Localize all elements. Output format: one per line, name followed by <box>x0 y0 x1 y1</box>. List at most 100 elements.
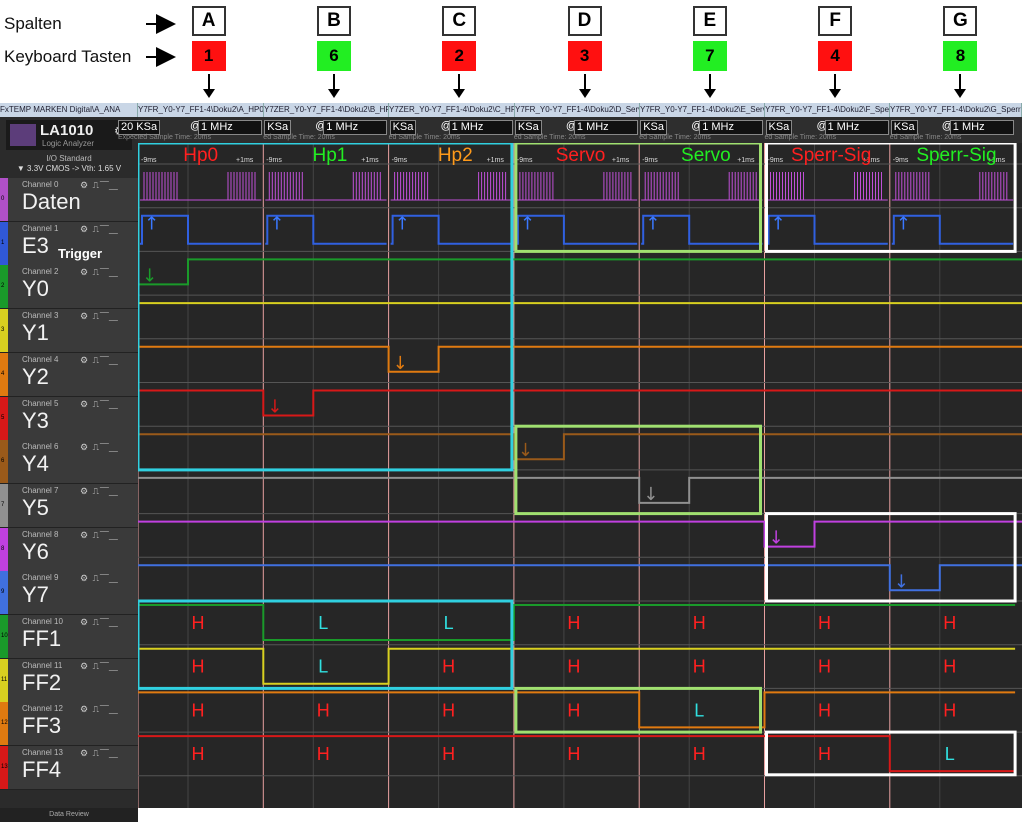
gear-icon[interactable]: ⚙ <box>80 617 90 627</box>
channel-name: Y4 <box>22 451 49 477</box>
channel-color-stripe <box>0 265 8 309</box>
channel-row-ff2[interactable]: 11 Channel 11 FF2 ⚙ ⎍⎺⎽ <box>0 658 138 703</box>
gear-icon[interactable]: ⚙ <box>80 485 90 496</box>
channel-controls[interactable]: ⚙ ⎍⎺⎽ <box>80 486 118 497</box>
channel-row-y5[interactable]: 7 Channel 7 Y5 ⚙ ⎍⎺⎽ <box>0 483 138 528</box>
edge-trigger-icon[interactable]: ⎍⎺⎽ <box>92 223 118 234</box>
at-label: @ <box>941 120 953 132</box>
channel-number: 0 <box>1 196 5 202</box>
channel-row-y3[interactable]: 5 Channel 5 Y3 ⚙ ⎍⎺⎽ <box>0 396 138 441</box>
edge-trigger-icon[interactable]: ⎍⎺⎽ <box>92 573 118 584</box>
edge-trigger-icon[interactable]: ⎍⎺⎽ <box>92 704 118 715</box>
channel-color-stripe <box>0 178 8 221</box>
channel-row-y7[interactable]: 9 Channel 9 Y7 ⚙ ⎍⎺⎽ <box>0 571 138 616</box>
data-review-tab[interactable]: Data Review <box>0 808 138 822</box>
channel-row-y2[interactable]: 4 Channel 4 Y2 ⚙ ⎍⎺⎽ <box>0 352 138 397</box>
gear-icon[interactable]: ⚙ <box>80 180 90 190</box>
io-standard-select[interactable]: ▼ 3.3V CMOS -> Vth: 1.65 V <box>16 164 122 173</box>
sample-rate-select[interactable]: KSa <box>389 120 417 135</box>
frequency-select[interactable]: 1 MHz <box>949 120 1014 135</box>
channel-controls[interactable]: ⚙ ⎍⎺⎽ <box>80 355 118 366</box>
column-letter-e: E <box>692 6 727 36</box>
gear-icon[interactable]: ⚙ <box>80 223 90 234</box>
edge-trigger-icon[interactable]: ⎍⎺⎽ <box>92 398 118 409</box>
gear-icon[interactable]: ⚙ <box>80 529 90 540</box>
channel-controls[interactable]: ⚙ ⎍⎺⎽ <box>80 573 118 584</box>
frequency-select[interactable]: 1 MHz <box>448 120 513 135</box>
edge-trigger-icon[interactable]: ⎍⎺⎽ <box>92 311 118 322</box>
at-label: @ <box>190 120 202 132</box>
gear-icon[interactable]: ⚙ <box>80 311 90 322</box>
channel-controls[interactable]: ⚙ ⎍⎺⎽ <box>80 267 118 278</box>
channel-row-y0[interactable]: 2 Channel 2 Y0 ⚙ ⎍⎺⎽ <box>0 265 138 310</box>
channel-label: Channel 9 <box>22 573 59 583</box>
waveform-canvas[interactable]: -9ms +1ms Hp0 -9ms +1ms Hp1 -9ms +1ms Hp2 -9ms +1m… <box>136 141 1022 808</box>
channel-row-ff4[interactable]: 13 Channel 13 FF4 ⚙ ⎍⎺⎽ <box>0 746 138 791</box>
channel-name: FF3 <box>22 713 62 739</box>
frequency-select[interactable]: 1 MHz <box>198 120 262 135</box>
edge-trigger-icon[interactable]: ⎍⎺⎽ <box>92 617 118 627</box>
sample-rate-select[interactable]: KSa <box>514 120 542 135</box>
channel-label: Channel 7 <box>22 485 59 495</box>
gear-icon[interactable]: ⚙ <box>80 442 90 453</box>
gear-icon[interactable]: ⚙ <box>80 748 90 759</box>
keyboard-key-3: 3 <box>567 41 602 71</box>
frequency-select[interactable]: 1 MHz <box>699 120 764 135</box>
gear-icon[interactable]: ⚙ <box>80 398 90 409</box>
state-label-h: H <box>943 657 956 677</box>
channel-row-ff3[interactable]: 12 Channel 12 FF3 ⚙ ⎍⎺⎽ <box>0 702 138 747</box>
edge-trigger-icon[interactable]: ⎍⎺⎽ <box>92 442 118 453</box>
channel-number: 6 <box>1 458 5 465</box>
sample-rate-select[interactable]: KSa <box>640 120 667 135</box>
sample-rate-select[interactable]: KSa <box>890 120 918 135</box>
spalten-label: Spalten <box>4 14 62 33</box>
edge-trigger-icon[interactable]: ⎍⎺⎽ <box>92 180 118 190</box>
gear-icon[interactable]: ⚙ <box>80 354 90 365</box>
sample-time-label: Expected Sample Time: 20ms <box>118 134 211 141</box>
state-label-h: H <box>192 657 205 677</box>
channel-controls[interactable]: ⚙ ⎍⎺⎽ <box>80 224 118 235</box>
channel-controls[interactable]: ⚙ ⎍⎺⎽ <box>80 617 118 628</box>
channel-number: 12 <box>1 720 8 727</box>
down-arrow-icon <box>954 74 967 98</box>
gear-icon[interactable]: ⚙ <box>80 704 90 715</box>
edge-trigger-icon[interactable]: ⎍⎺⎽ <box>92 354 118 365</box>
edge-trigger-icon[interactable]: ⎍⎺⎽ <box>92 748 118 759</box>
channel-number: 4 <box>1 370 5 377</box>
channel-controls[interactable]: ⚙ ⎍⎺⎽ <box>80 399 118 410</box>
channel-row-e3[interactable]: 1 Channel 1 E3 ⚙ ⎍⎺⎽ Trigger <box>0 221 138 266</box>
state-label-h: H <box>943 700 956 720</box>
e3-waveform <box>891 214 1014 245</box>
edge-trigger-icon[interactable]: ⎍⎺⎽ <box>92 485 118 496</box>
channel-controls[interactable]: ⚙ ⎍⎺⎽ <box>80 530 118 541</box>
sample-rate-select[interactable]: KSa <box>264 120 292 135</box>
channel-row-ff1[interactable]: 10 Channel 10 FF1 ⚙ ⎍⎺⎽ <box>0 615 138 659</box>
state-label-l: L <box>318 657 328 677</box>
e3-waveform <box>641 214 763 245</box>
frequency-select[interactable]: 1 MHz <box>824 120 889 135</box>
at-label: @ <box>315 120 327 132</box>
annotation-arrows <box>146 14 176 67</box>
channel-row-y1[interactable]: 3 Channel 3 Y1 ⚙ ⎍⎺⎽ <box>0 309 138 354</box>
gear-icon[interactable]: ⚙ <box>80 660 90 671</box>
channel-controls[interactable]: ⚙ ⎍⎺⎽ <box>80 311 118 322</box>
edge-trigger-icon[interactable]: ⎍⎺⎽ <box>92 660 118 671</box>
channel-controls[interactable]: ⚙ ⎍⎺⎽ <box>80 442 118 453</box>
frequency-select[interactable]: 1 MHz <box>573 120 638 135</box>
channel-controls[interactable]: ⚙ ⎍⎺⎽ <box>80 661 118 672</box>
frequency-select[interactable]: 1 MHz <box>323 120 388 135</box>
sample-rate-select[interactable]: KSa <box>765 120 793 135</box>
gear-icon[interactable]: ⚙ <box>80 573 90 584</box>
channel-row-y4[interactable]: 6 Channel 6 Y4 ⚙ ⎍⎺⎽ <box>0 440 138 485</box>
channel-controls[interactable]: ⚙ ⎍⎺⎽ <box>80 180 118 191</box>
channel-label: Channel 10 <box>22 617 63 626</box>
edge-trigger-icon[interactable]: ⎍⎺⎽ <box>92 267 118 278</box>
channel-row-daten[interactable]: 0 Channel 0 Daten ⚙ ⎍⎺⎽ <box>0 178 138 222</box>
sample-rate-select[interactable]: 20 KSa <box>118 120 161 135</box>
channel-row-y6[interactable]: 8 Channel 8 Y6 ⚙ ⎍⎺⎽ <box>0 527 138 572</box>
window-title-5: Y7FR_Y0-Y7_FF1-4\Doku2\E_Servo <box>640 103 765 117</box>
edge-trigger-icon[interactable]: ⎍⎺⎽ <box>92 529 118 540</box>
gear-icon[interactable]: ⚙ <box>80 267 90 278</box>
channel-controls[interactable]: ⚙ ⎍⎺⎽ <box>80 748 118 759</box>
channel-controls[interactable]: ⚙ ⎍⎺⎽ <box>80 704 118 715</box>
